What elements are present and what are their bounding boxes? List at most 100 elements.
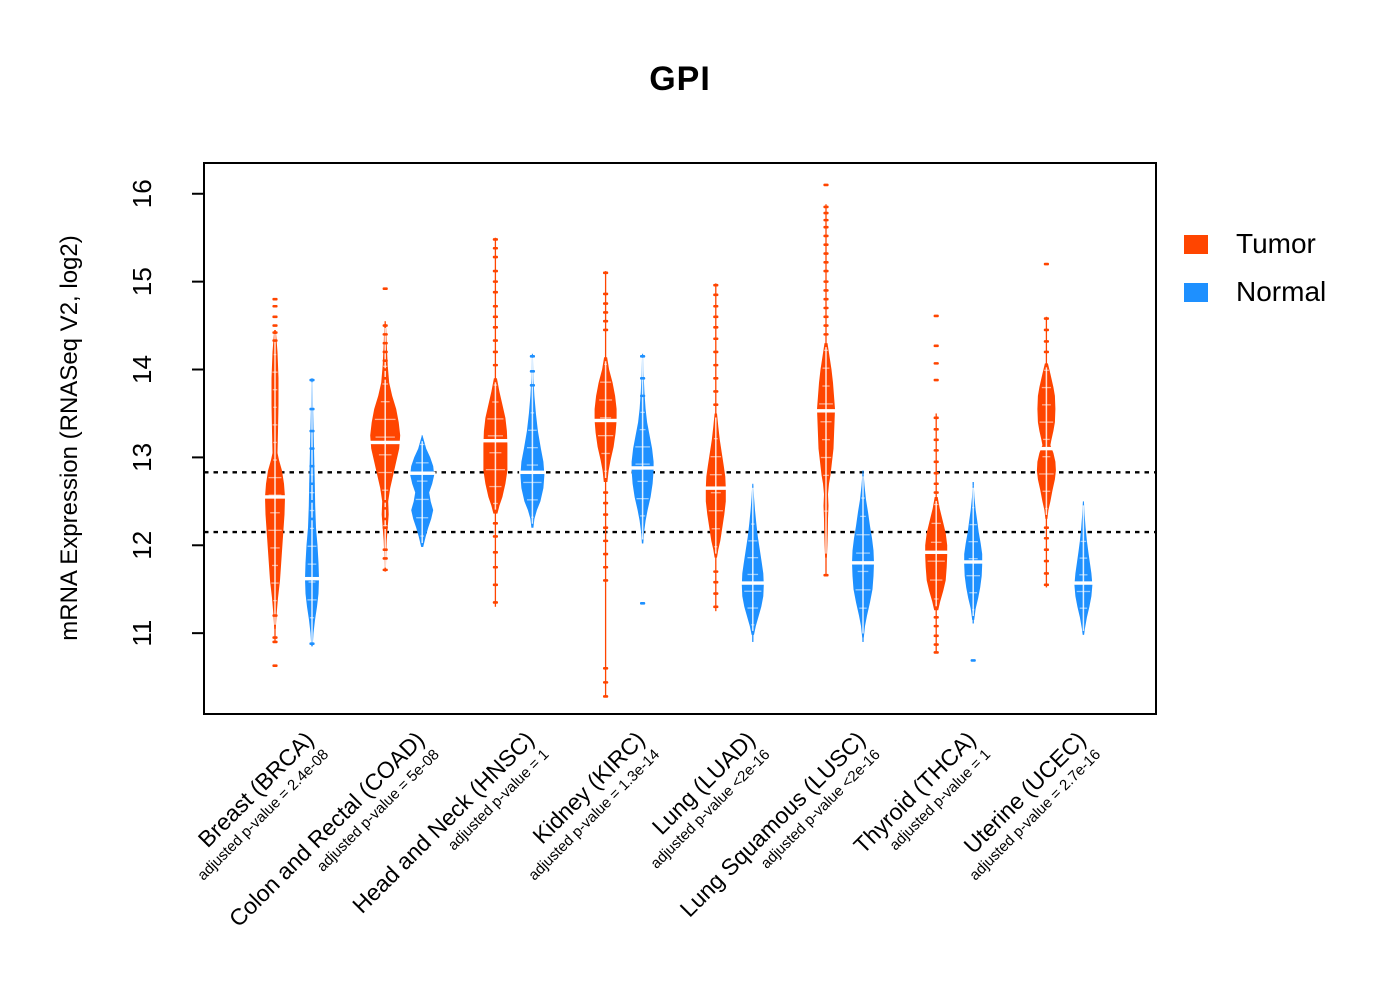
- y-tick-label: 15: [127, 267, 157, 296]
- violin-thca-normal: [962, 482, 984, 662]
- median-band: [630, 466, 656, 470]
- outlier-point: [492, 269, 498, 273]
- median-band: [593, 418, 619, 423]
- outlier-point: [823, 243, 829, 247]
- outlier-point: [823, 218, 829, 222]
- outlier-point: [382, 324, 388, 327]
- outlier-point: [640, 394, 646, 398]
- outlier-point: [492, 255, 498, 259]
- outlier-point: [1043, 350, 1049, 354]
- outlier-point: [492, 326, 498, 329]
- outlier-point: [382, 507, 388, 510]
- outlier-point: [382, 368, 388, 371]
- median-band: [482, 438, 509, 443]
- outlier-point: [1043, 340, 1049, 343]
- outlier-point: [492, 350, 498, 354]
- outlier-point: [272, 664, 278, 667]
- outlier-point: [529, 355, 535, 358]
- outlier-point: [492, 246, 498, 250]
- outlier-point: [603, 565, 609, 569]
- outlier-point: [309, 482, 315, 486]
- outlier-point: [823, 289, 829, 292]
- median-band: [408, 471, 436, 475]
- violin-kirc-tumor: [593, 271, 619, 698]
- outlier-point: [713, 350, 719, 354]
- violin-coad-tumor: [369, 287, 402, 572]
- outlier-point: [1043, 572, 1049, 575]
- violin-lusc-tumor: [815, 183, 837, 577]
- outlier-point: [603, 302, 609, 305]
- outlier-point: [933, 624, 939, 628]
- y-tick-label: 11: [127, 620, 157, 647]
- outlier-point: [823, 324, 829, 327]
- outlier-point: [640, 355, 646, 358]
- violin-luad-normal: [740, 483, 766, 642]
- outlier-point: [823, 261, 829, 264]
- outlier-point: [933, 314, 939, 318]
- outlier-point: [1043, 262, 1049, 266]
- outlier-point: [603, 667, 609, 670]
- outlier-point: [933, 460, 939, 464]
- outlier-point: [272, 297, 278, 301]
- outlier-point: [713, 580, 719, 584]
- outlier-point: [1043, 328, 1049, 332]
- legend: Tumor Normal: [1184, 228, 1326, 324]
- outlier-point: [603, 491, 609, 494]
- y-tick-label: 16: [127, 179, 157, 208]
- outlier-point: [492, 601, 498, 604]
- outlier-point: [272, 636, 278, 639]
- outlier-point: [823, 315, 829, 319]
- outlier-point: [823, 205, 829, 209]
- median-band: [815, 409, 837, 413]
- outlier-point: [933, 491, 939, 494]
- chart-title: GPI: [649, 60, 711, 98]
- outlier-point: [603, 579, 609, 582]
- legend-label-normal: Normal: [1236, 276, 1327, 307]
- legend-item-normal: Normal: [1184, 276, 1326, 308]
- median-band: [1039, 446, 1054, 451]
- outlier-point: [382, 359, 388, 363]
- outlier-point: [492, 315, 498, 319]
- violin-lusc-normal: [850, 470, 876, 642]
- y-tick-label: 14: [127, 355, 157, 384]
- violin-hnsc-tumor: [482, 237, 509, 607]
- outlier-point: [492, 363, 498, 367]
- tumor-color-swatch: [1184, 234, 1208, 254]
- outlier-point: [309, 447, 315, 450]
- outlier-point: [823, 306, 829, 310]
- outlier-point: [713, 363, 719, 367]
- outlier-point: [492, 290, 498, 294]
- violin-kirc-normal: [630, 353, 656, 605]
- outlier-point: [603, 501, 609, 505]
- outlier-point: [823, 225, 829, 229]
- outlier-point: [492, 522, 498, 525]
- outlier-point: [933, 643, 939, 646]
- violin-ucec-normal: [1073, 501, 1094, 635]
- outlier-point: [603, 552, 609, 556]
- outlier-point: [713, 304, 719, 308]
- outlier-point: [713, 293, 719, 297]
- outlier-point: [713, 592, 719, 595]
- outlier-point: [823, 573, 829, 577]
- outlier-point: [529, 384, 535, 387]
- median-band: [369, 440, 402, 445]
- outlier-point: [933, 634, 939, 638]
- outlier-point: [603, 319, 609, 323]
- outlier-point: [492, 339, 498, 342]
- outlier-point: [382, 350, 388, 354]
- outlier-point: [823, 252, 829, 255]
- outlier-point: [823, 269, 829, 273]
- outlier-point: [970, 659, 976, 662]
- outlier-point: [492, 304, 498, 308]
- outlier-point: [933, 449, 939, 452]
- outlier-point: [272, 614, 278, 617]
- outlier-point: [382, 526, 388, 529]
- outlier-point: [272, 640, 278, 644]
- outlier-point: [933, 471, 939, 475]
- outlier-point: [603, 526, 609, 529]
- outlier-point: [713, 377, 719, 380]
- outlier-point: [603, 311, 609, 314]
- outlier-point: [382, 557, 388, 560]
- outlier-point: [382, 548, 388, 551]
